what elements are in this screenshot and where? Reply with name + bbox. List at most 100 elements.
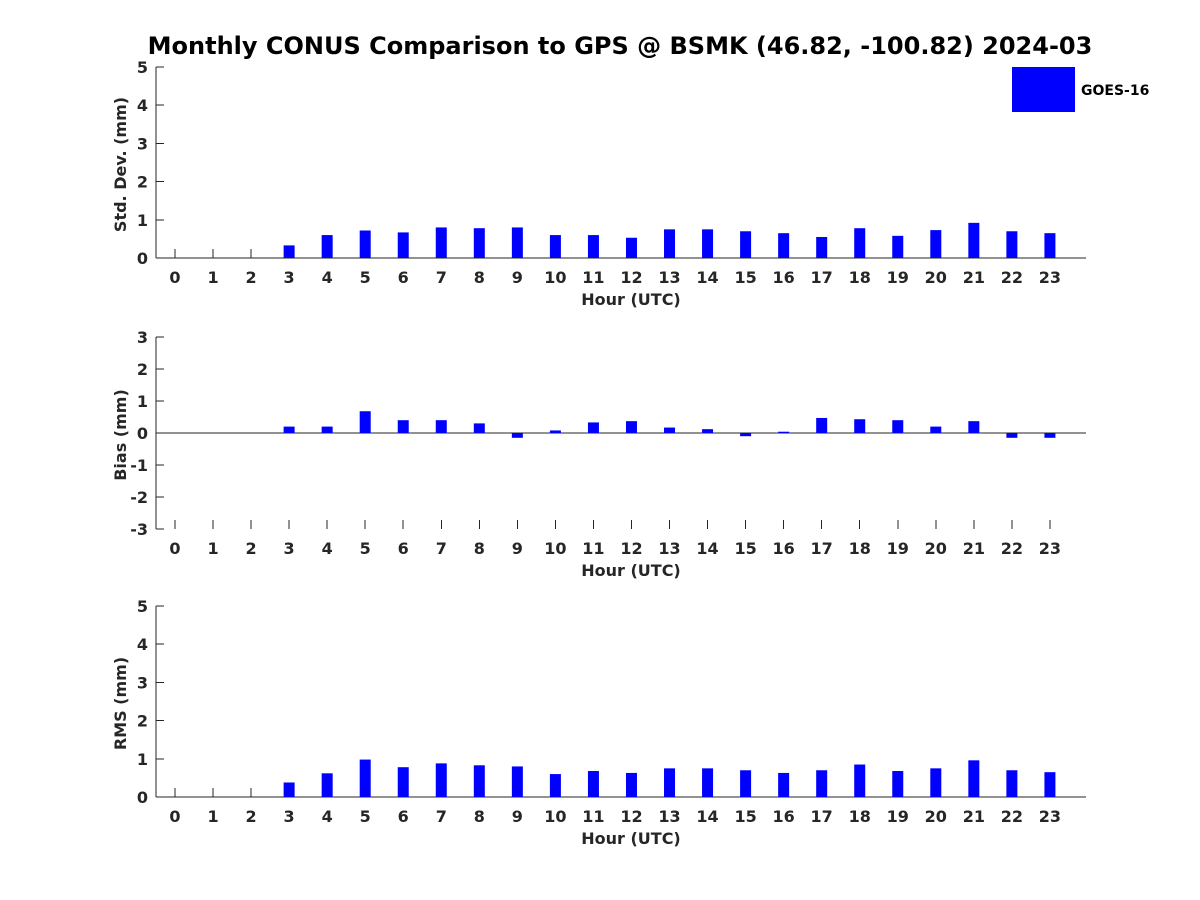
x-tick-label: 2 — [246, 268, 257, 287]
x-tick-label: 8 — [474, 807, 485, 826]
bar — [283, 782, 295, 797]
x-tick-label: 22 — [1001, 807, 1023, 826]
bar — [435, 763, 447, 797]
bar — [397, 232, 409, 258]
x-tick-label: 5 — [360, 807, 371, 826]
bar — [1006, 770, 1018, 797]
bar — [854, 228, 866, 258]
x-axis-label: Hour (UTC) — [581, 290, 681, 309]
y-tick-label: 5 — [137, 597, 148, 616]
bar — [930, 230, 942, 258]
x-tick-label: 16 — [773, 539, 795, 558]
y-tick-label: 3 — [137, 673, 148, 692]
y-axis-label: Bias (mm) — [111, 389, 130, 481]
bar — [625, 421, 637, 433]
x-tick-label: 13 — [658, 807, 680, 826]
bar — [587, 235, 599, 258]
bar — [473, 765, 485, 797]
bar — [397, 420, 409, 433]
bar — [511, 766, 523, 797]
x-tick-label: 19 — [887, 807, 909, 826]
x-tick-label: 17 — [811, 539, 833, 558]
legend: GOES-16 — [1012, 67, 1149, 112]
x-tick-label: 15 — [734, 268, 756, 287]
y-tick-label: 0 — [137, 424, 148, 443]
bar — [892, 235, 904, 258]
x-tick-label: 14 — [696, 268, 718, 287]
x-tick-label: 0 — [169, 268, 180, 287]
x-tick-label: 3 — [284, 807, 295, 826]
bar — [702, 768, 714, 797]
x-tick-label: 18 — [849, 268, 871, 287]
bar — [1044, 233, 1056, 258]
x-tick-label: 19 — [887, 268, 909, 287]
x-tick-label: 15 — [734, 539, 756, 558]
bar — [968, 421, 980, 433]
y-axis-label: RMS (mm) — [111, 657, 130, 750]
y-tick-label: 2 — [137, 173, 148, 192]
x-tick-label: 23 — [1039, 268, 1061, 287]
bar — [778, 431, 790, 433]
bar — [549, 235, 561, 258]
x-tick-label: 7 — [436, 807, 447, 826]
x-tick-label: 3 — [284, 539, 295, 558]
y-tick-label: 4 — [137, 96, 148, 115]
y-tick-label: 3 — [137, 328, 148, 347]
x-tick-label: 11 — [582, 539, 604, 558]
bar — [816, 770, 828, 797]
x-tick-label: 0 — [169, 539, 180, 558]
x-tick-label: 11 — [582, 268, 604, 287]
y-tick-label: 0 — [137, 249, 148, 268]
bar — [435, 420, 447, 433]
bar — [397, 767, 409, 797]
bar — [664, 768, 676, 797]
x-tick-label: 5 — [360, 539, 371, 558]
bar — [816, 417, 828, 433]
bar — [359, 230, 371, 258]
bar — [968, 222, 980, 258]
bar — [740, 433, 752, 437]
x-tick-label: 7 — [436, 268, 447, 287]
x-tick-label: 6 — [398, 268, 409, 287]
bar — [473, 423, 485, 433]
x-tick-label: 16 — [773, 807, 795, 826]
bar — [892, 771, 904, 797]
x-tick-label: 20 — [925, 268, 947, 287]
bar — [283, 426, 295, 433]
x-axis-label: Hour (UTC) — [581, 561, 681, 580]
bar — [702, 429, 714, 433]
x-tick-label: 11 — [582, 807, 604, 826]
x-tick-label: 7 — [436, 539, 447, 558]
x-tick-label: 20 — [925, 539, 947, 558]
y-tick-label: 5 — [137, 58, 148, 77]
x-tick-label: 4 — [322, 268, 333, 287]
bar — [549, 774, 561, 797]
x-tick-label: 4 — [322, 539, 333, 558]
x-tick-label: 1 — [207, 539, 218, 558]
bar — [473, 228, 485, 258]
bar — [625, 237, 637, 258]
x-tick-label: 17 — [811, 268, 833, 287]
y-tick-label: -2 — [130, 488, 148, 507]
bar — [740, 231, 752, 258]
y-tick-label: 1 — [137, 211, 148, 230]
bar — [968, 760, 980, 797]
x-tick-label: 19 — [887, 539, 909, 558]
x-tick-label: 23 — [1039, 807, 1061, 826]
x-axis-label: Hour (UTC) — [581, 829, 681, 848]
bar — [435, 227, 447, 258]
bar — [1044, 772, 1056, 797]
bar — [930, 768, 942, 797]
x-tick-label: 16 — [773, 268, 795, 287]
bar — [321, 235, 333, 258]
x-tick-label: 2 — [246, 807, 257, 826]
x-tick-label: 10 — [544, 539, 566, 558]
bar — [321, 773, 333, 797]
x-tick-label: 21 — [963, 268, 985, 287]
x-tick-label: 3 — [284, 268, 295, 287]
bar — [930, 426, 942, 433]
